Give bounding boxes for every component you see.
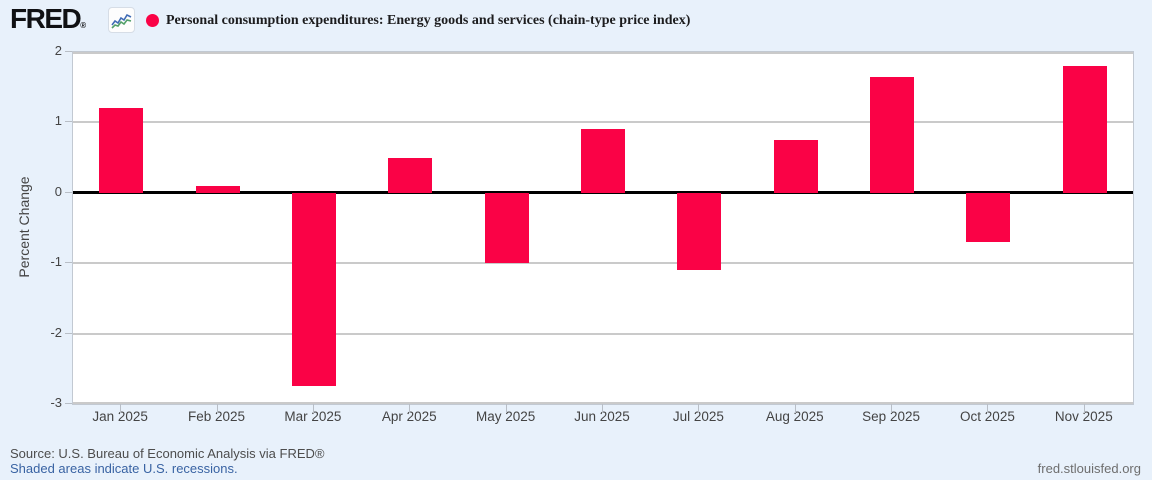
y-tick-label: 2 [54,43,62,58]
x-tick-mark [409,404,411,413]
x-tick-label: Sep 2025 [862,409,920,424]
registered-mark: ® [80,21,87,30]
y-tick-mark [65,51,72,52]
chart-title: Personal consumption expenditures: Energ… [166,13,691,28]
x-tick-label: Feb 2025 [188,409,246,424]
x-tick-label: Nov 2025 [1054,409,1113,424]
y-tick-label: -2 [50,324,62,340]
y-tick-label: -1 [50,254,62,270]
x-tick-label: Aug 2025 [765,409,824,424]
chart-bar [773,140,818,193]
chart-bar [195,185,240,193]
chart-bar [484,192,529,264]
y-tick-label: 1 [54,113,62,129]
chart-bar [870,76,915,193]
y-tick-mark [65,262,72,264]
fred-sparkline-icon [108,7,135,33]
x-tick-label: May 2025 [475,409,536,424]
y-tick-mark [65,403,72,404]
gridline [73,332,1133,335]
x-tick-mark [794,404,796,413]
recessions-link[interactable]: Shaded areas indicate U.S. recessions. [10,461,238,476]
chart-bar [291,192,336,387]
x-tick-label: Jul 2025 [672,409,724,424]
y-tick-mark [65,332,72,334]
x-tick-mark [602,404,603,413]
x-tick-mark [120,404,122,413]
x-tick-label: Oct 2025 [960,409,1015,424]
y-tick-mark [65,121,72,123]
x-tick-mark [505,404,507,413]
chart-header: FRED® Personal consumption expenditures:… [0,0,1152,42]
chart-bar [581,129,625,193]
gridline [73,52,1133,54]
y-tick-label: 0 [54,183,62,199]
x-tick-label: Apr 2025 [381,409,437,424]
x-tick-label: Jun 2025 [574,409,630,424]
gridline [73,402,1133,404]
chart-bar [99,108,144,193]
chart-bar [677,192,722,271]
x-tick-mark [312,404,314,413]
y-axis-title: Percent Change [16,176,32,278]
chart-bar [388,157,433,193]
x-tick-label: Jan 2025 [92,409,148,424]
chart-plot-area [72,51,1134,405]
source-note: Source: U.S. Bureau of Economic Analysis… [10,446,325,461]
y-tick-label: -3 [50,395,62,410]
gridline [73,121,1133,124]
x-tick-mark [987,404,989,413]
x-tick-mark [891,404,893,413]
x-tick-label: Mar 2025 [284,409,342,424]
x-tick-mark [698,404,700,413]
series-legend-dot-icon [146,14,159,27]
chart-bar [966,192,1011,243]
x-tick-mark [216,404,218,413]
fred-logo-text: FRED [10,3,82,34]
chart-bar [1062,66,1107,193]
x-tick-mark [1083,404,1085,413]
fred-logo[interactable]: FRED® [10,4,86,41]
gridline [73,262,1133,265]
zero-line [73,191,1133,195]
y-tick-mark [65,191,72,193]
site-link[interactable]: fred.stlouisfed.org [1037,461,1141,476]
